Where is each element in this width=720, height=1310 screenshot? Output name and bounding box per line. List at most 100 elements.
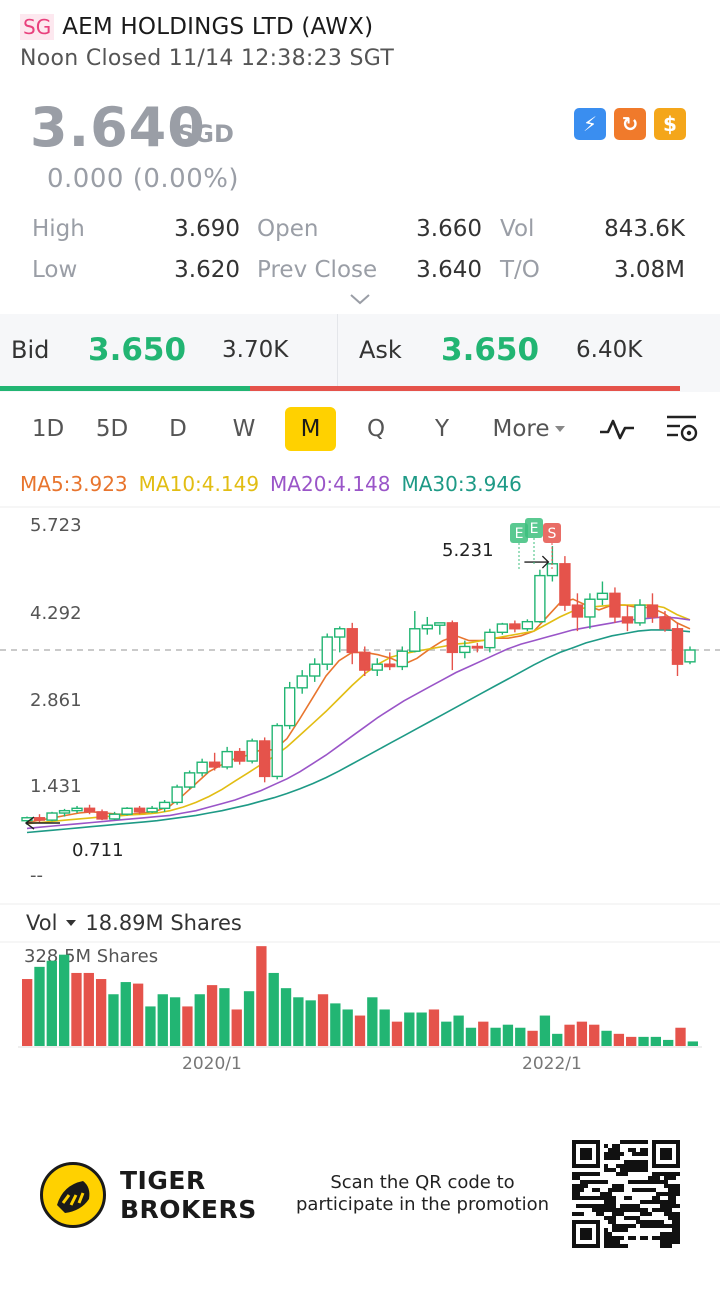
stat-value-high: 3.690 xyxy=(174,215,240,242)
lightning-icon[interactable]: ⚡ xyxy=(574,108,606,140)
qr-module xyxy=(596,1196,600,1200)
qr-module xyxy=(676,1224,680,1228)
qr-module xyxy=(612,1212,616,1216)
indicator-icon[interactable] xyxy=(598,416,636,442)
qr-module xyxy=(624,1196,628,1200)
qr-module xyxy=(604,1144,608,1148)
qr-module xyxy=(616,1144,620,1148)
qr-module xyxy=(600,1196,604,1200)
qr-module xyxy=(584,1204,588,1208)
qr-module xyxy=(656,1176,660,1180)
qr-module xyxy=(640,1180,644,1184)
qr-module xyxy=(600,1204,604,1208)
tab-more[interactable]: More xyxy=(488,407,570,451)
tab-5d[interactable]: 5D xyxy=(95,416,129,442)
qr-module xyxy=(592,1180,596,1184)
tab-week[interactable]: W xyxy=(232,416,256,442)
y-label-min: -- xyxy=(30,865,43,886)
trade-marker-label: S xyxy=(548,526,557,542)
qr-module xyxy=(624,1172,628,1176)
qr-module xyxy=(660,1172,664,1176)
candle-body xyxy=(484,631,496,649)
volume-bar xyxy=(231,1009,242,1046)
stat-value-prev-close: 3.640 xyxy=(416,256,482,283)
qr-module xyxy=(652,1188,656,1192)
qr-module xyxy=(616,1148,620,1152)
qr-module xyxy=(636,1220,640,1224)
qr-module xyxy=(640,1160,644,1164)
qr-module xyxy=(620,1212,624,1216)
tab-1d[interactable]: 1D xyxy=(31,416,65,442)
qr-module xyxy=(608,1188,612,1192)
trade-marker-badge[interactable] xyxy=(543,523,561,543)
qr-module xyxy=(676,1188,680,1192)
volume-bar xyxy=(83,972,94,1046)
trade-marker-label: E xyxy=(515,526,524,542)
feature-badges: ⚡ ↻ $ xyxy=(574,108,686,140)
candle-body xyxy=(534,574,546,623)
trade-marker-badge[interactable] xyxy=(510,523,528,543)
qr-module xyxy=(656,1236,660,1240)
volume-bar xyxy=(120,982,131,1046)
qr-module xyxy=(608,1152,612,1156)
qr-module xyxy=(644,1148,648,1152)
volume-bar xyxy=(22,979,33,1046)
volume-bar xyxy=(280,988,292,1046)
qr-module xyxy=(648,1180,652,1184)
chart-settings-icon[interactable] xyxy=(664,412,700,446)
volume-bar xyxy=(219,988,230,1046)
volume-bar xyxy=(601,1030,612,1046)
volume-bar xyxy=(539,1015,551,1046)
qr-module xyxy=(660,1224,664,1228)
candle-body xyxy=(359,651,371,671)
qr-module xyxy=(612,1204,616,1208)
ask-section: Ask 3.650 6.40K xyxy=(339,314,679,386)
dollar-icon[interactable]: $ xyxy=(654,108,686,140)
qr-module xyxy=(624,1140,628,1144)
qr-module xyxy=(632,1188,636,1192)
qr-module xyxy=(668,1188,672,1192)
ma10-value: MA10:4.149 xyxy=(138,472,260,496)
tab-year[interactable]: Y xyxy=(434,416,450,442)
qr-module xyxy=(664,1240,668,1244)
qr-module xyxy=(632,1168,636,1172)
chart-icon[interactable]: ↻ xyxy=(614,108,646,140)
qr-module xyxy=(612,1208,616,1212)
candle-body xyxy=(283,687,296,727)
qr-module xyxy=(668,1196,672,1200)
qr-module xyxy=(668,1224,672,1228)
candle-body xyxy=(659,616,671,630)
volume-chart[interactable] xyxy=(0,940,720,1050)
chevron-down-icon[interactable] xyxy=(349,292,371,306)
qr-module xyxy=(624,1216,628,1220)
qr-module xyxy=(612,1224,616,1228)
qr-module xyxy=(604,1168,608,1172)
volume-bar xyxy=(675,1027,686,1046)
tab-month[interactable]: M xyxy=(285,407,336,451)
qr-module xyxy=(672,1212,676,1216)
stat-value-vol: 843.6K xyxy=(604,215,685,242)
qr-module xyxy=(608,1156,612,1160)
qr-module xyxy=(608,1240,612,1244)
tab-quarter[interactable]: Q xyxy=(366,416,386,442)
candle-body xyxy=(196,761,208,774)
qr-code-icon[interactable] xyxy=(572,1140,680,1248)
qr-module xyxy=(632,1164,636,1168)
qr-module xyxy=(632,1224,636,1228)
candle-body xyxy=(96,811,108,820)
qr-module xyxy=(616,1184,620,1188)
qr-module xyxy=(676,1172,680,1176)
trade-marker-badge[interactable] xyxy=(525,518,543,538)
qr-module xyxy=(592,1172,596,1176)
tab-day[interactable]: D xyxy=(169,416,187,442)
qr-module xyxy=(604,1236,608,1240)
candle-body xyxy=(58,809,71,814)
qr-module xyxy=(592,1208,596,1212)
ask-ratio-bar xyxy=(250,386,680,391)
ma20-line xyxy=(26,616,691,830)
volume-bar xyxy=(589,1024,600,1046)
qr-module xyxy=(608,1220,612,1224)
volume-bar xyxy=(428,1009,440,1046)
volume-header[interactable]: Vol 18.89M Shares xyxy=(26,911,242,935)
